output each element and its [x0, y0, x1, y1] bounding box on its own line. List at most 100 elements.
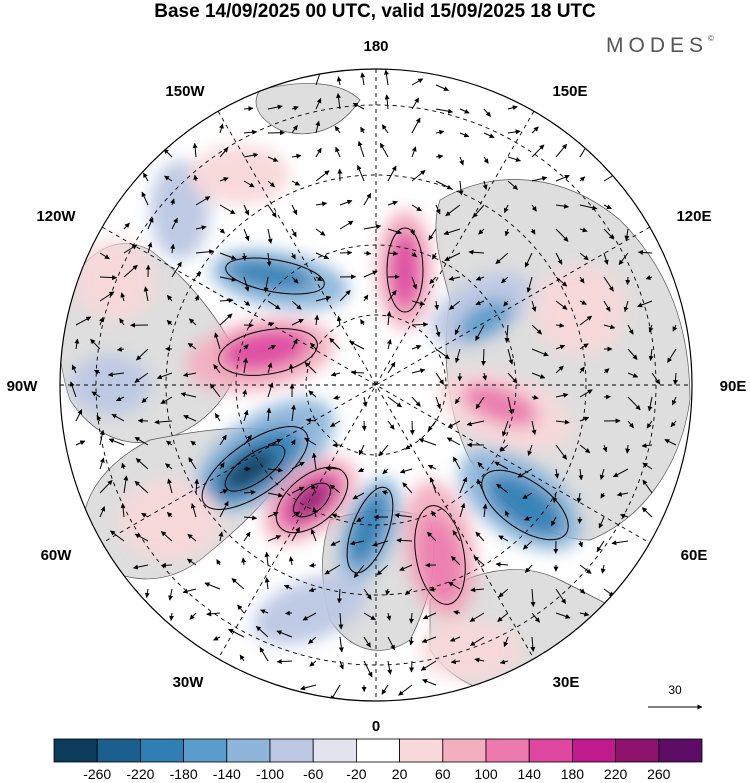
wind-vector	[331, 513, 341, 519]
wind-vector	[186, 558, 197, 566]
wind-vector	[459, 476, 468, 494]
wind-vector	[188, 318, 197, 326]
wind-vector	[259, 647, 269, 662]
wind-vector	[498, 535, 509, 542]
wind-vector	[213, 364, 221, 374]
wind-vector	[169, 612, 175, 621]
wind-vector	[427, 464, 437, 470]
wind-vector	[267, 438, 282, 446]
wind-vector	[183, 415, 197, 422]
lon-label-180: 180	[363, 38, 388, 55]
wind-vector	[214, 332, 221, 350]
wind-vector	[333, 395, 341, 400]
wind-vector	[429, 586, 437, 592]
wind-vector	[242, 389, 248, 398]
wind-vector	[422, 679, 437, 686]
wind-vector	[290, 404, 296, 422]
colorbar-tick-label: -260	[83, 766, 111, 782]
wind-vector	[91, 391, 101, 398]
wind-vector	[531, 372, 546, 379]
wind-vector	[611, 540, 629, 546]
wind-vector	[507, 180, 518, 190]
wind-vector	[69, 381, 77, 398]
wind-vector	[449, 636, 461, 642]
wind-vector	[482, 503, 488, 518]
wind-vector	[310, 342, 317, 350]
wind-vector	[74, 338, 80, 350]
wind-vector	[409, 612, 414, 624]
wind-vector	[507, 396, 514, 415]
colorbar-swatch	[53, 738, 98, 763]
wind-vector	[555, 174, 570, 182]
wind-vector	[99, 291, 115, 302]
wind-vector	[206, 611, 221, 617]
wind-vector	[288, 556, 294, 566]
wind-vector	[603, 300, 611, 312]
wind-vector	[507, 156, 521, 162]
wind-vector	[160, 531, 173, 542]
wind-vector	[243, 434, 252, 446]
wind-vector	[141, 396, 149, 404]
wind-vector	[291, 318, 304, 326]
wind-vector	[411, 396, 421, 407]
wind-vector	[195, 225, 207, 231]
wind-vector	[517, 468, 533, 478]
wind-vector	[141, 512, 149, 518]
wind-vector	[304, 362, 317, 374]
height-contours	[201, 227, 569, 605]
wind-vector	[291, 228, 297, 238]
wind-vector	[603, 204, 612, 210]
wind-vector	[435, 154, 444, 160]
wind-vector	[429, 276, 437, 285]
colorbar-tick-label: -20	[346, 766, 366, 782]
meridian-150	[217, 110, 535, 660]
wind-vector	[431, 510, 437, 518]
wind-vector	[330, 371, 341, 377]
wind-vector	[499, 444, 509, 452]
wind-vector	[645, 275, 653, 280]
wind-vector	[75, 440, 86, 446]
wind-vector	[411, 252, 417, 258]
colorbar-tick-label: -220	[126, 766, 154, 782]
wind-vector	[218, 531, 224, 542]
wind-vector	[243, 515, 258, 521]
wind-vector	[99, 275, 118, 281]
colorbar-swatch	[355, 738, 400, 763]
wind-vector	[315, 97, 322, 110]
wind-vector	[421, 636, 437, 643]
wind-vector	[304, 437, 317, 446]
wind-vector	[453, 610, 461, 616]
wind-vector	[267, 467, 284, 473]
wind-vector	[386, 612, 392, 621]
wind-vector	[156, 372, 173, 380]
wind-vector	[219, 123, 224, 134]
wind-vector	[166, 320, 173, 326]
wind-vector	[494, 461, 509, 470]
wind-vector	[446, 437, 461, 446]
wind-vector	[624, 228, 630, 241]
wind-vector	[531, 144, 545, 158]
wind-vector	[555, 143, 568, 158]
wind-vector	[291, 276, 299, 284]
wind-vector	[378, 444, 389, 457]
wind-vector	[160, 396, 173, 405]
wind-vector	[189, 612, 197, 620]
wind-vector	[311, 452, 317, 470]
modes-logo: MODES©	[606, 34, 714, 57]
wind-vector	[154, 419, 173, 425]
wind-vector	[555, 252, 563, 265]
wind-vector	[308, 636, 317, 644]
wind-vector	[134, 480, 149, 494]
wind-vector	[219, 204, 236, 215]
wind-vector	[360, 72, 366, 86]
wind-vector	[555, 392, 569, 398]
wind-vector	[334, 125, 341, 134]
wind-vector	[239, 654, 245, 662]
wind-vector	[136, 348, 149, 361]
wind-vector	[447, 420, 461, 428]
wind-vector	[376, 564, 389, 576]
wind-vector	[641, 507, 653, 518]
wind-vector	[642, 479, 653, 494]
wind-vector	[356, 516, 365, 523]
